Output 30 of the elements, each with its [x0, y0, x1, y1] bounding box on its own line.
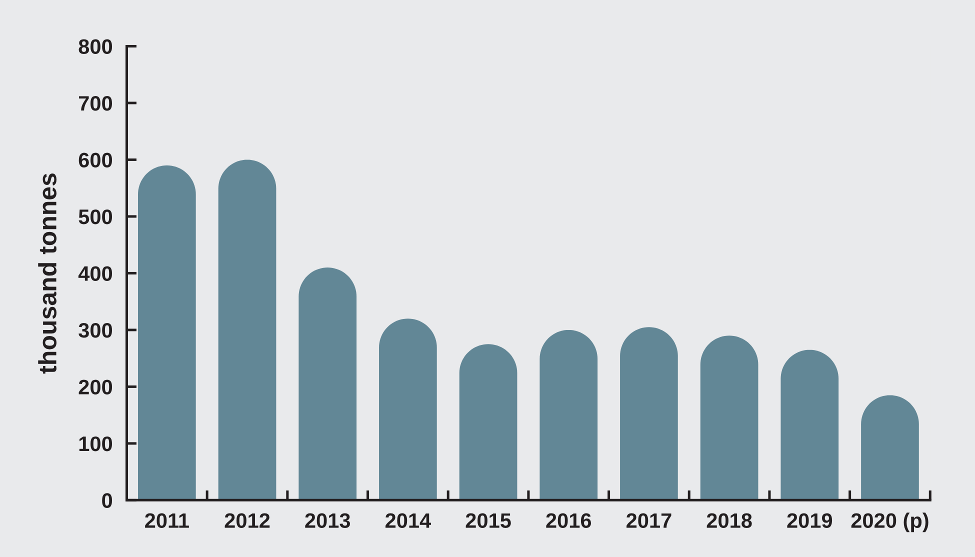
y-tick-label: 0 [102, 493, 112, 508]
x-tick-label: 2014 [385, 513, 432, 528]
y-tick-label: 300 [78, 322, 112, 338]
y-axis-title: thousand tonnes [38, 174, 56, 374]
y-tick-label: 400 [78, 266, 112, 281]
x-tick-label: 2019 [787, 513, 832, 528]
x-tick-label: 2017 [626, 513, 672, 528]
x-tick-label: 2020 (p) [851, 512, 928, 532]
x-tick-label: 2018 [706, 513, 752, 528]
x-tick-label: 2011 [145, 513, 189, 528]
y-tick-label: 500 [78, 209, 112, 224]
y-tick-label: 700 [79, 96, 112, 111]
bar [298, 268, 357, 500]
bar [459, 344, 518, 500]
y-tick-label: 800 [78, 39, 112, 54]
y-tick-label: 100 [79, 436, 112, 452]
x-tick-label: 2012 [224, 513, 270, 528]
bar [540, 330, 598, 500]
bar [861, 395, 919, 500]
x-tick-label: 2016 [546, 513, 592, 528]
bar [780, 350, 839, 500]
bar [138, 165, 196, 500]
bar [218, 160, 276, 500]
bar [379, 318, 437, 500]
y-tick-label: 200 [78, 380, 112, 394]
bar [700, 336, 758, 500]
bar [620, 327, 678, 500]
x-tick-label: 2013 [305, 513, 350, 528]
y-tick-label: 600 [78, 152, 112, 168]
x-tick-label: 2015 [466, 513, 511, 528]
